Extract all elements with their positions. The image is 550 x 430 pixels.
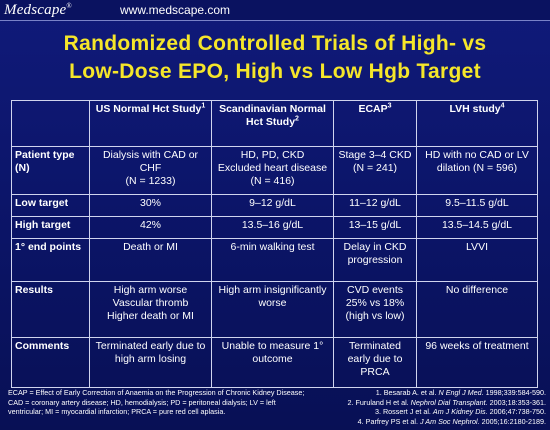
header-bar: Medscape® www.medscape.com <box>0 0 550 21</box>
reference-item: 2. Furuland H et al. Nephrol Dial Transp… <box>347 397 546 407</box>
table-cell: 42% <box>89 216 212 239</box>
table-cell: Unable to measure 1° outcome <box>211 337 334 388</box>
slide-title-line-2: Low-Dose EPO, High vs Low Hgb Target <box>69 60 481 83</box>
table-cell: Stage 3–4 CKD (N = 241) <box>333 146 417 195</box>
slide-title: Randomized Controlled Trials of High- vs… <box>0 30 550 86</box>
table-cell: Terminated early due to PRCA <box>333 337 417 388</box>
table-cell: HD, PD, CKD Excluded heart disease (N = … <box>211 146 334 195</box>
row-label-end-points: 1° end points <box>11 238 90 282</box>
table-cell: Death or MI <box>89 238 212 282</box>
table-cell: Terminated early due to high arm losing <box>89 337 212 388</box>
table-cell: 30% <box>89 194 212 217</box>
reference-item: 1. Besarab A. et al. N Engl J Med. 1998;… <box>375 388 546 397</box>
table-header-row: US Normal Hct Study1 Scandinavian Normal… <box>11 100 538 147</box>
table-row-end-points: 1° end points Death or MI 6-min walking … <box>11 238 538 282</box>
reference-item: 4. Parfrey PS et al. J Am Soc Nephrol. 2… <box>357 416 546 426</box>
table-cell: 96 weeks of treatment <box>416 337 538 388</box>
table-cell: 13.5–14.5 g/dL <box>416 216 538 239</box>
abbreviations-footnote: ECAP = Effect of Early Correction of Ana… <box>8 388 305 416</box>
table-cell: No difference <box>416 281 538 338</box>
brand-mark: ® <box>66 2 72 10</box>
medscape-logo[interactable]: Medscape® <box>4 2 72 19</box>
table-row-comments: Comments Terminated early due to high ar… <box>11 337 538 388</box>
table-cell: 11–12 g/dL <box>333 194 417 217</box>
slide-title-line-1: Randomized Controlled Trials of High- vs <box>63 32 487 55</box>
column-header-lvh-study: LVH study4 <box>416 100 538 147</box>
brand-name: Medscape <box>4 2 67 18</box>
row-label-high-target: High target <box>11 216 90 239</box>
table-corner-cell <box>11 100 90 147</box>
table-cell: 9.5–11.5 g/dL <box>416 194 538 217</box>
table-cell: Dialysis with CAD or CHF (N = 1233) <box>89 146 212 195</box>
table-cell: 13.5–16 g/dL <box>211 216 334 239</box>
table-row-results: Results High arm worse Vascular thromb H… <box>11 281 538 338</box>
table-cell: CVD events 25% vs 18% (high vs low) <box>333 281 417 338</box>
row-label-patient-type: Patient type (N) <box>11 146 90 195</box>
column-header-ecap: ECAP3 <box>333 100 417 147</box>
table-row-high-target: High target 42% 13.5–16 g/dL 13–15 g/dL … <box>11 216 538 239</box>
table-cell: High arm worse Vascular thromb Higher de… <box>89 281 212 338</box>
reference-item: 3. Rossert J et al. Am J Kidney Dis. 200… <box>374 407 546 416</box>
table-cell: LVVI <box>416 238 538 282</box>
column-header-scandinavian: Scandinavian Normal Hct Study2 <box>211 100 334 147</box>
row-label-low-target: Low target <box>11 194 90 217</box>
table-cell: Delay in CKD progression <box>333 238 417 282</box>
table-cell: HD with no CAD or LV dilation (N = 596) <box>416 146 538 195</box>
table-row-patient-type: Patient type (N) Dialysis with CAD or CH… <box>11 146 538 195</box>
table-row-low-target: Low target 30% 9–12 g/dL 11–12 g/dL 9.5–… <box>11 194 538 217</box>
references-list: 1. Besarab A. et al. N Engl J Med. 1998;… <box>318 388 546 426</box>
row-label-comments: Comments <box>11 337 90 388</box>
table-cell: 9–12 g/dL <box>211 194 334 217</box>
trials-table: US Normal Hct Study1 Scandinavian Normal… <box>11 100 538 388</box>
column-header-us-normal-hct: US Normal Hct Study1 <box>89 100 212 147</box>
site-url[interactable]: www.medscape.com <box>120 3 231 17</box>
table-cell: 13–15 g/dL <box>333 216 417 239</box>
table-cell: 6-min walking test <box>211 238 334 282</box>
row-label-results: Results <box>11 281 90 338</box>
table-cell: High arm insignificantly worse <box>211 281 334 338</box>
